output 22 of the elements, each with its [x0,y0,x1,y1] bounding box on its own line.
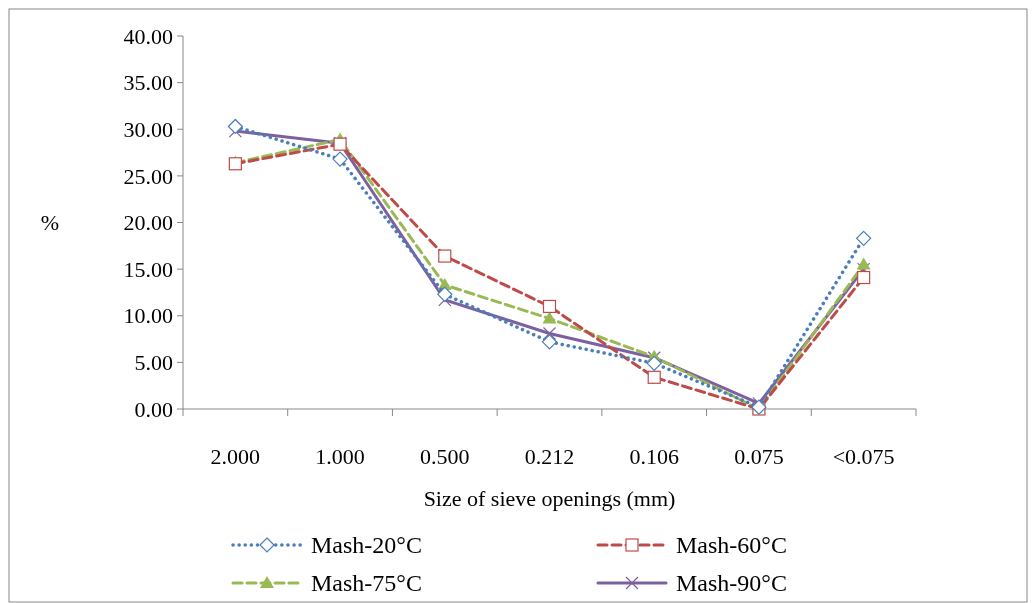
y-tick-label: 5.00 [134,350,173,376]
x-tick-label: 1.000 [315,444,365,469]
y-tick-label: 0.00 [134,396,173,422]
legend-label: Mash-60°C [676,532,787,559]
x-tick-label: 0.212 [524,444,575,469]
legend-label: Mash-90°C [676,570,787,597]
y-tick-label: 25.00 [123,163,173,189]
y-tick-label: 35.00 [123,70,173,96]
x-tick-label: 0.106 [629,444,679,469]
x-axis-title: Size of sieve openings (mm) [423,486,676,511]
y-tick-label: 30.00 [123,116,173,142]
y-tick-label: 20.00 [123,210,173,236]
x-tick-label: <0.075 [832,444,895,469]
x-tick-label: 0.075 [734,444,784,469]
legend-label: Mash-75°C [311,570,422,597]
x-tick-label: 2.000 [210,444,261,469]
y-tick-label: 10.00 [123,303,173,329]
y-tick-label: 15.00 [123,256,173,282]
y-axis-title: % [40,210,60,236]
y-tick-label: 40.00 [123,23,173,49]
x-tick-label: 0.500 [420,444,470,469]
legend-label: Mash-20°C [311,532,422,559]
